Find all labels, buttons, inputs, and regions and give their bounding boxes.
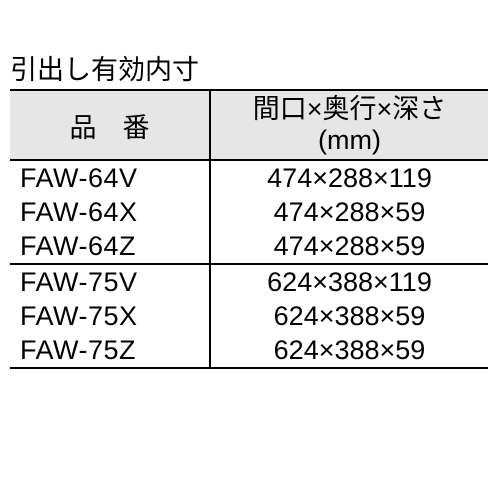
header-dimensions-line1: 間口×奥行×深さ xyxy=(253,94,447,124)
cell-code: FAW-64X xyxy=(10,195,210,229)
cell-code: FAW-75V xyxy=(10,264,210,299)
cell-code: FAW-64V xyxy=(10,160,210,195)
cell-dim: 624×388×59 xyxy=(210,299,488,333)
table-row: FAW-64X 474×288×59 xyxy=(10,195,488,229)
table-row: FAW-75Z 624×388×59 xyxy=(10,333,488,368)
table-row: FAW-75V 624×388×119 xyxy=(10,264,488,299)
header-dimensions-line2: (mm) xyxy=(318,125,381,155)
header-row: 品番 間口×奥行×深さ (mm) xyxy=(10,90,488,160)
cell-dim: 474×288×119 xyxy=(210,160,488,195)
header-dimensions: 間口×奥行×深さ (mm) xyxy=(210,90,488,160)
page: 引出し有効内寸 品番 間口×奥行×深さ (mm) FAW-64V 474×288… xyxy=(0,0,500,369)
cell-code: FAW-75X xyxy=(10,299,210,333)
cell-code: FAW-75Z xyxy=(10,333,210,368)
table-row: FAW-64Z 474×288×59 xyxy=(10,229,488,264)
table-row: FAW-64V 474×288×119 xyxy=(10,160,488,195)
table-title: 引出し有効内寸 xyxy=(0,48,500,87)
cell-dim: 474×288×59 xyxy=(210,195,488,229)
header-product-code: 品番 xyxy=(10,90,210,160)
cell-dim: 624×388×119 xyxy=(210,264,488,299)
dimensions-table: 品番 間口×奥行×深さ (mm) FAW-64V 474×288×119 FAW… xyxy=(10,89,488,369)
table-row: FAW-75X 624×388×59 xyxy=(10,299,488,333)
cell-code: FAW-64Z xyxy=(10,229,210,264)
cell-dim: 474×288×59 xyxy=(210,229,488,264)
cell-dim: 624×388×59 xyxy=(210,333,488,368)
table-body: FAW-64V 474×288×119 FAW-64X 474×288×59 F… xyxy=(10,160,488,368)
